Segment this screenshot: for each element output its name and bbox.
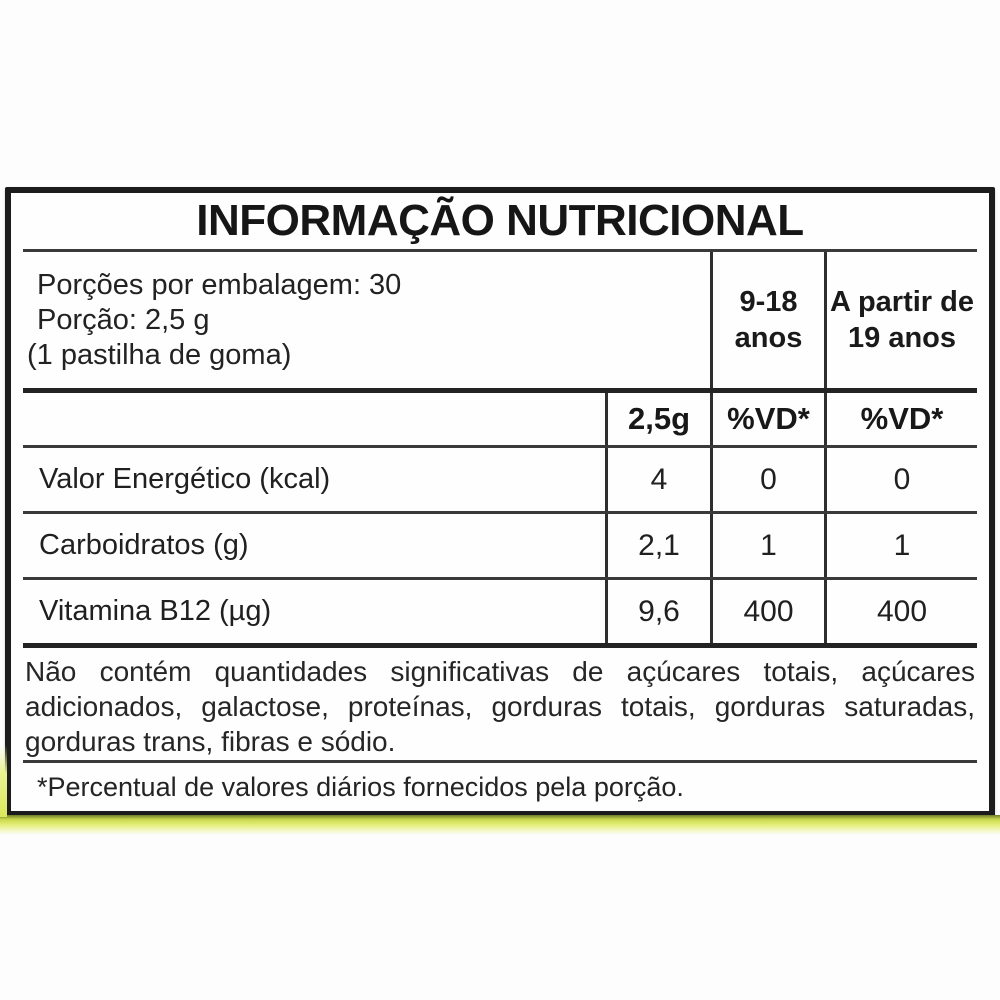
age-group-9-18-line1: 9-18 (739, 286, 798, 318)
age-group-19-plus-line2: 19 anos (848, 322, 956, 354)
serving-info: Porções por embalagem: 30 Porção: 2,5 g … (23, 252, 710, 388)
table-row-carboidratos: Carboidratos (g) 2,1 1 1 (23, 514, 977, 577)
row-divider (23, 577, 977, 580)
row-divider (23, 445, 977, 448)
title-divider (23, 249, 977, 252)
disclaimer-text: Não contém quantidades significativas de… (25, 656, 975, 757)
packaging-accent-left-bleed (0, 745, 7, 817)
footnote-row: *Percentual de valores diários fornecido… (23, 763, 977, 811)
age-group-9-18: 9-18 anos (710, 252, 824, 388)
nutrient-vd-19-plus: 1 (824, 514, 977, 577)
table-row-vitamina-b12: Vitamina B12 (µg) 9,6 400 400 (23, 580, 977, 643)
age-group-9-18-line2: anos (734, 322, 803, 354)
header-vd-9-18: %VD* (710, 393, 824, 445)
table-disclaimer-divider (23, 643, 977, 648)
serving-size: Porção: 2,5 g (37, 304, 210, 336)
serving-table-divider (23, 388, 977, 393)
serving-section: Porções por embalagem: 30 Porção: 2,5 g … (23, 252, 977, 388)
nutrient-amount: 9,6 (605, 580, 710, 643)
nutrient-vd-9-18: 1 (710, 514, 824, 577)
nutrient-vd-19-plus: 0 (824, 448, 977, 511)
nutrient-name: Valor Energético (kcal) (39, 463, 331, 495)
label-title: INFORMAÇÃO NUTRICIONAL (196, 196, 804, 245)
header-empty-cell (23, 393, 605, 445)
row-divider (23, 511, 977, 514)
nutrient-amount: 4 (605, 448, 710, 511)
nutrient-vd-9-18: 0 (710, 448, 824, 511)
nutrient-name: Carboidratos (g) (39, 529, 249, 561)
age-group-19-plus: A partir de 19 anos (824, 252, 977, 388)
age-group-19-plus-line1: A partir de (830, 286, 974, 318)
table-row-valor-energetico: Valor Energético (kcal) 4 0 0 (23, 448, 977, 511)
table-header-row: 2,5g %VD* %VD* (23, 393, 977, 445)
footnote-text: *Percentual de valores diários fornecido… (37, 771, 684, 802)
packaging-accent-strip (0, 815, 1000, 835)
nutrient-amount: 2,1 (605, 514, 710, 577)
header-vd-19-plus: %VD* (824, 393, 977, 445)
nutrition-label: INFORMAÇÃO NUTRICIONAL Porções por embal… (5, 187, 995, 817)
label-title-row: INFORMAÇÃO NUTRICIONAL (23, 193, 977, 249)
header-amount: 2,5g (605, 393, 710, 445)
serving-unit: (1 pastilha de goma) (27, 339, 292, 371)
nutrient-vd-19-plus: 400 (824, 580, 977, 643)
nutrient-name: Vitamina B12 (µg) (39, 595, 272, 627)
servings-per-package: Porções por embalagem: 30 (37, 269, 402, 301)
footnote-divider (23, 760, 977, 763)
nutrient-vd-9-18: 400 (710, 580, 824, 643)
